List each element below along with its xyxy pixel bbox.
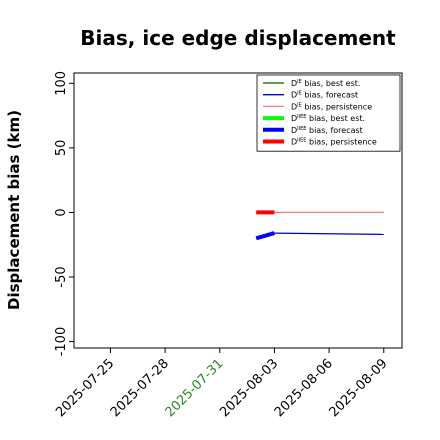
legend-entry: DIIEE bias, persistence — [291, 138, 377, 147]
chart-title: Bias, ice edge displacement — [80, 26, 396, 50]
series-layer — [255, 210, 384, 241]
legend-entry: DIE bias, forecast — [291, 91, 358, 100]
x-tick-label: 2025-08-09 — [327, 356, 391, 420]
legend: DIE bias, best est. DIE bias, forecast DIE… — [256, 74, 401, 152]
x-axis: 2025-07-252025-07-282025-07-312025-08-03… — [53, 348, 391, 420]
y-axis: 100 50 0 -50 -100 — [54, 71, 74, 356]
legend-box — [256, 74, 401, 152]
legend-entry: DIIEE bias, forecast — [291, 126, 363, 135]
series-line — [255, 231, 275, 241]
y-tick-label: 0 — [54, 208, 69, 216]
y-tick-label: 50 — [54, 140, 69, 157]
y-axis-label: Displacement bias (km) — [5, 110, 23, 310]
legend-entry: DIE bias, best est. — [291, 79, 360, 88]
y-tick-label: 100 — [54, 71, 69, 96]
legend-entry: DIIEE bias, best est. — [291, 114, 365, 123]
legend-entry: DIE bias, persistence — [291, 102, 372, 111]
plot-area-frame — [73, 72, 403, 349]
series-line — [274, 232, 384, 236]
y-tick-label: -100 — [54, 327, 69, 357]
y-tick-label: -50 — [54, 266, 69, 287]
